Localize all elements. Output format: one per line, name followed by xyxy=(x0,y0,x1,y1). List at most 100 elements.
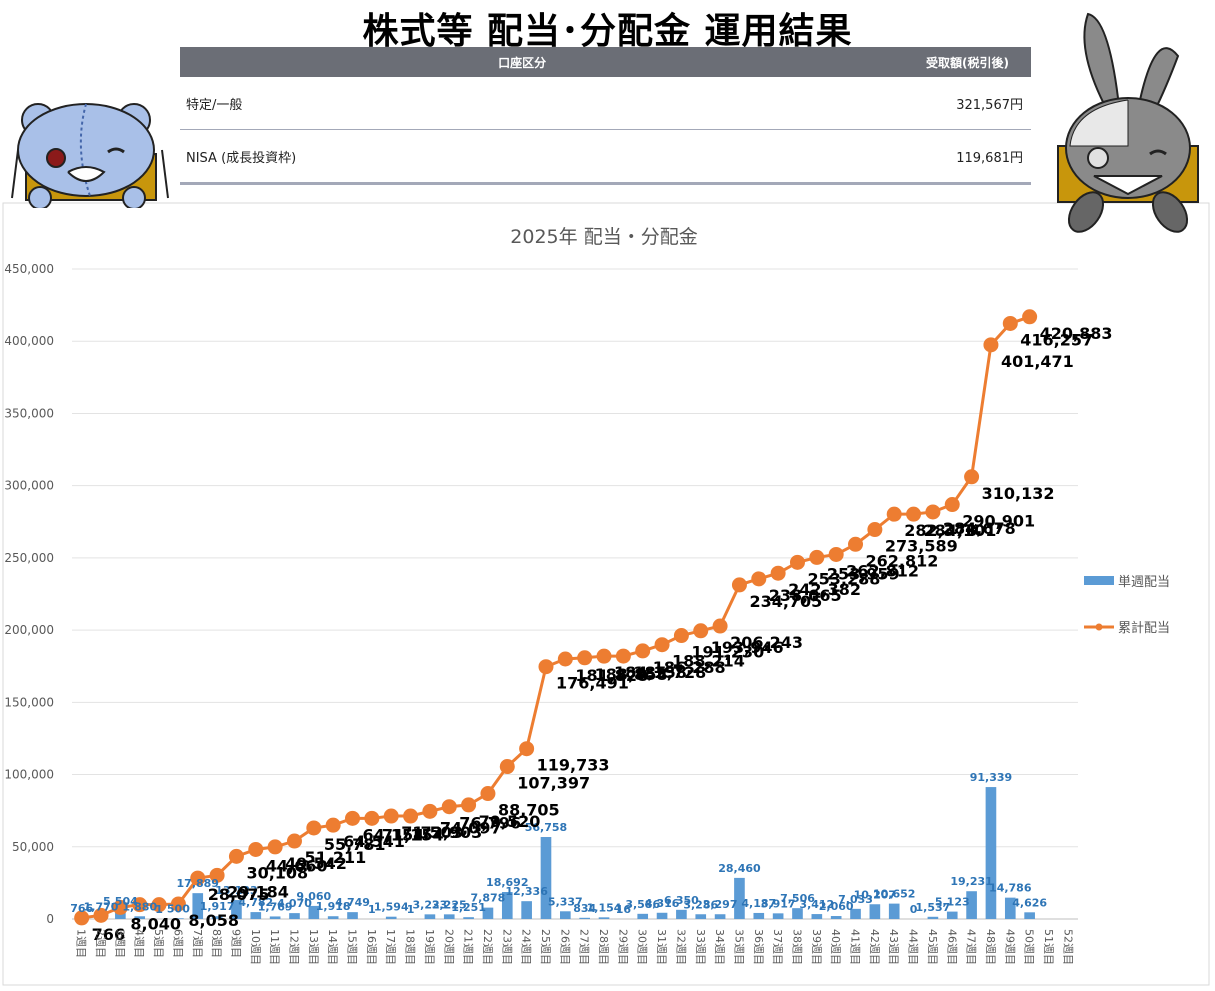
bar xyxy=(695,914,707,919)
bar xyxy=(347,912,358,919)
line-data-label: 74,097 xyxy=(440,818,502,837)
y-tick-label: 450,000 xyxy=(4,262,54,276)
bar-data-label: 4,187 xyxy=(741,897,776,910)
bar xyxy=(115,911,126,919)
bar-data-label: 91,339 xyxy=(970,771,1012,784)
bar xyxy=(734,877,745,919)
x-tick-label: 45週目 xyxy=(926,929,939,965)
bar xyxy=(1004,897,1016,919)
bar xyxy=(676,909,687,919)
x-tick-label: 28週目 xyxy=(597,929,610,965)
x-tick-label: 47週目 xyxy=(965,929,978,965)
y-tick-label: 200,000 xyxy=(4,623,54,637)
line-point xyxy=(906,506,922,522)
x-tick-label: 40週目 xyxy=(829,929,842,965)
y-tick-label: 350,000 xyxy=(4,406,54,420)
line-data-label: 238,065 xyxy=(769,586,842,605)
bar xyxy=(521,901,532,919)
line-data-label: 191,230 xyxy=(691,643,764,662)
line-point xyxy=(93,907,109,923)
line-point xyxy=(209,867,225,883)
line-point xyxy=(441,799,457,815)
bar-data-label: 1,917 xyxy=(200,900,235,913)
bar xyxy=(250,912,262,919)
bar-data-label: 9,060 xyxy=(296,890,331,903)
line-data-label: 71,154 xyxy=(382,825,444,844)
line-data-label: 284,678 xyxy=(943,519,1016,538)
legend-line-marker xyxy=(1095,623,1103,631)
line-data-label: 416,257 xyxy=(1020,330,1093,349)
line-data-label: 30,108 xyxy=(246,863,308,882)
y-tick-label: 100,000 xyxy=(4,768,54,782)
line-point xyxy=(306,820,322,836)
line-point xyxy=(751,571,767,587)
x-tick-label: 21週目 xyxy=(462,929,475,965)
summary-row-nisa: NISA (成長投資枠) 119,681円 xyxy=(180,129,1031,185)
line-data-label: 401,471 xyxy=(1001,352,1074,371)
bar-data-label: 3,223 xyxy=(413,898,448,911)
bar-data-label: 0 xyxy=(910,903,918,916)
line-data-label: 284,101 xyxy=(924,521,997,540)
line-data-label: 206,243 xyxy=(730,633,803,652)
line-point xyxy=(74,910,90,926)
line-data-label: 282,378 xyxy=(904,521,977,540)
y-tick-label: 50,000 xyxy=(12,840,54,854)
y-tick-label: 150,000 xyxy=(4,695,54,709)
rabbit-mascot-icon xyxy=(1057,12,1199,233)
bar-data-label: 766 xyxy=(70,902,93,915)
x-tick-label: 8週目 xyxy=(210,929,223,958)
line-data-label: 8,058 xyxy=(188,911,239,930)
x-tick-label: 3週目 xyxy=(113,929,126,958)
y-tick-label: 0 xyxy=(46,912,54,926)
bar-data-label: 13,123 xyxy=(215,884,257,897)
axes: 0 50,000 100,000 150,000 200,000 250,000 300,0… xyxy=(4,262,1074,965)
line-data-label: 253,288 xyxy=(807,569,880,588)
bar-data-label: 5,123 xyxy=(935,896,970,909)
bar xyxy=(966,891,977,919)
bar-data-label: 5,337 xyxy=(548,895,583,908)
bar xyxy=(869,904,881,919)
bear-mascot-icon xyxy=(11,103,169,208)
x-tick-label: 52週目 xyxy=(1061,929,1074,965)
line-point xyxy=(422,803,438,819)
line-series xyxy=(74,309,1038,926)
bar-data-label: 1 xyxy=(368,903,376,916)
line-point xyxy=(151,897,167,913)
summary-row-tokutei: 特定/一般 321,567円 xyxy=(180,77,1031,130)
line-point xyxy=(848,536,864,552)
bar-data-label: 3,586 xyxy=(625,898,660,911)
line-point xyxy=(1002,315,1018,331)
bar xyxy=(811,914,823,919)
legend-bar-label: 単週配当 xyxy=(1118,574,1170,590)
line-data-label: 29,184 xyxy=(227,882,289,901)
x-tick-label: 26週目 xyxy=(558,929,571,965)
x-tick-label: 2週目 xyxy=(94,929,107,958)
x-tick-label: 23週目 xyxy=(500,929,513,965)
bar-data-label: 4,749 xyxy=(335,896,370,909)
line-data-label: 51,211 xyxy=(304,848,366,867)
bar-data-label: 7,033 xyxy=(838,893,873,906)
x-tick-label: 4週目 xyxy=(133,929,146,958)
x-tick-label: 18週目 xyxy=(404,929,417,965)
bar-data-label: 2,060 xyxy=(819,900,854,913)
bar-data-label: 1,770 xyxy=(84,900,119,913)
line-data-label: 262,812 xyxy=(866,551,939,570)
chart-frame xyxy=(2,202,1210,986)
line-point xyxy=(480,786,496,802)
line-data-label: 186,288 xyxy=(653,658,726,677)
bar xyxy=(482,907,494,919)
header-category: 口座区分 xyxy=(180,47,726,77)
line-point xyxy=(461,797,477,813)
bar-data-label: 1,918 xyxy=(316,900,351,913)
line-data-label: 253,959 xyxy=(827,564,900,583)
bar xyxy=(927,916,939,919)
x-tick-label: 19週目 xyxy=(423,929,436,965)
line-data-label: 28,075 xyxy=(208,885,270,904)
line-data-label: 88,705 xyxy=(498,801,560,820)
row-amount: 119,681円 xyxy=(725,129,1031,185)
x-tick-label: 27週目 xyxy=(578,929,591,965)
x-tick-label: 32週目 xyxy=(674,929,687,965)
bar-data-label: 14,786 xyxy=(989,882,1032,895)
bar-data-label: 17,889 xyxy=(177,877,219,890)
